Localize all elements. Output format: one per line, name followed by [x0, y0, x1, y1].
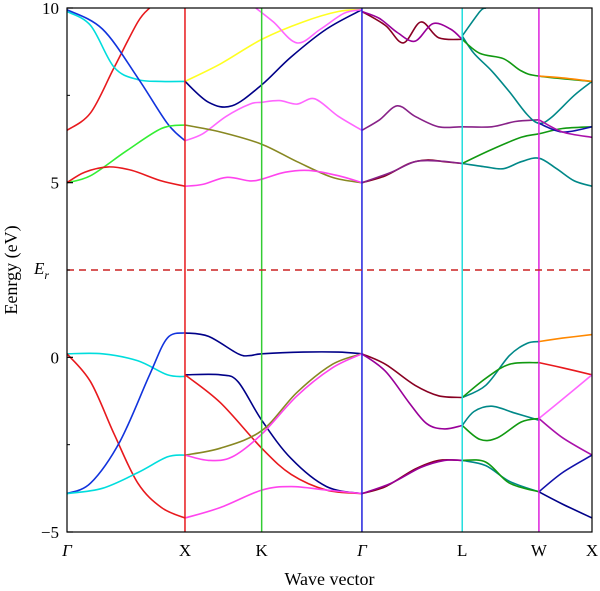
x-tick-label: X — [179, 541, 191, 560]
band-line-40 — [461, 405, 540, 427]
band-line-31 — [184, 374, 362, 495]
band-line-44 — [462, 459, 540, 493]
band-line-4 — [67, 124, 186, 184]
band-line-46 — [538, 361, 592, 376]
band-line-12 — [361, 10, 463, 44]
band-line-47 — [538, 417, 592, 456]
fermi-level-label: Er — [33, 259, 49, 282]
y-axis-title: Eenrgy (eV) — [1, 225, 22, 314]
y-tick-label: 10 — [42, 0, 59, 18]
band-line-9 — [255, 8, 363, 44]
band-line-18 — [461, 8, 487, 37]
band-line-39 — [461, 340, 540, 399]
band-line-38 — [361, 459, 463, 495]
band-line-43 — [461, 417, 540, 442]
band-line-34 — [184, 485, 362, 519]
band-line-21 — [461, 126, 592, 165]
band-line-32 — [184, 353, 363, 456]
band-line-50 — [538, 374, 592, 420]
band-line-26 — [67, 353, 186, 519]
band-line-24 — [538, 75, 592, 83]
band-line-29 — [184, 332, 362, 357]
y-axis-ticks: −5 0 5 10 — [41, 0, 73, 542]
band-line-48 — [538, 454, 592, 493]
band-line-19 — [462, 157, 592, 187]
x-tick-label: L — [457, 541, 467, 560]
y-tick-label: 5 — [51, 174, 60, 193]
band-line-27 — [67, 332, 186, 495]
band-line-17 — [461, 35, 592, 125]
band-line-5 — [67, 166, 186, 187]
band-line-14 — [361, 104, 539, 131]
y-tick-label: −5 — [41, 523, 59, 542]
band-line-45 — [538, 333, 592, 343]
band-line-49 — [538, 491, 592, 519]
band-line-1 — [67, 8, 151, 131]
band-line-10 — [184, 124, 363, 184]
band-line-13 — [361, 10, 463, 43]
band-line-7 — [184, 8, 362, 83]
band-line-25 — [67, 352, 186, 378]
band-line-2 — [67, 10, 186, 83]
y-tick-label: 0 — [51, 348, 60, 367]
band-line-33 — [184, 353, 363, 462]
x-tick-label: K — [256, 541, 269, 560]
band-line-42 — [461, 361, 539, 399]
band-line-30 — [184, 373, 363, 495]
x-tick-label: W — [531, 541, 548, 560]
band-line-35 — [361, 353, 463, 399]
band-line-3 — [67, 8, 186, 142]
band-line-36 — [361, 353, 463, 430]
band-line-23 — [538, 119, 592, 139]
band-line-8 — [184, 8, 363, 108]
x-tick-label: Γ — [61, 541, 73, 560]
band-line-16 — [361, 159, 463, 184]
band-line-6 — [184, 97, 363, 142]
x-tick-label: Γ — [356, 541, 368, 560]
x-axis-title: Wave vector — [285, 569, 375, 589]
x-tick-label: X — [586, 541, 598, 560]
band-lines — [67, 8, 592, 519]
band-line-28 — [67, 454, 186, 495]
